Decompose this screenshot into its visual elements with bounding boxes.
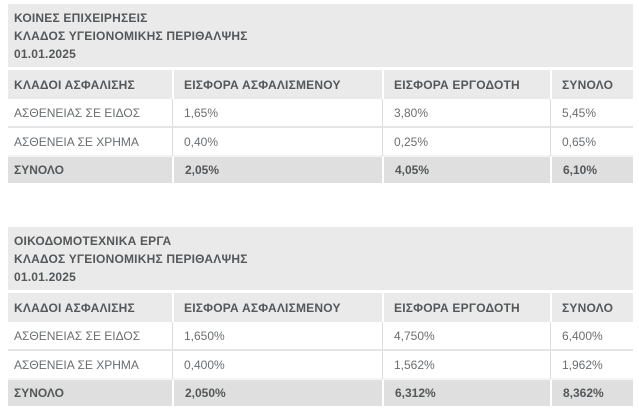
column-header: ΣΥΝΟΛΟ (550, 293, 633, 322)
total-row: ΣΥΝΟΛΟ 2,05% 4,05% 6,10% (8, 157, 633, 183)
header-row: ΚΛΑΔΟΙ ΑΣΦΑΛΙΣΗΣ ΕΙΣΦΟΡΑ ΑΣΦΑΛΙΣΜΕΝΟΥ ΕΙ… (8, 70, 633, 99)
table-row: ΑΣΘΕΝΕΙΑ ΣΕ ΧΡΗΜΑ 0,400% 1,562% 1,962% (8, 351, 633, 380)
total-value-cell: 2,050% (172, 380, 382, 406)
table-row: ΑΣΘΕΝΕΙΑ ΣΕ ΧΡΗΜΑ 0,40% 0,25% 0,65% (8, 128, 633, 157)
table-title-date: 01.01.2025 (14, 270, 77, 284)
table-title-date: 01.01.2025 (14, 47, 77, 61)
value-cell: 1,962% (550, 351, 633, 380)
table-title-line: ΚΛΑΔΟΣ ΥΓΕΙΟΝΟΜΙΚΗΣ ΠΕΡΙΘΑΛΨΗΣ (14, 252, 248, 266)
contribution-table-common-enterprises: ΚΟΙΝΕΣ ΕΠΙΧΕΙΡΗΣΕΙΣ ΚΛΑΔΟΣ ΥΓΕΙΟΝΟΜΙΚΗΣ … (8, 4, 633, 183)
value-cell: 0,25% (382, 128, 550, 157)
total-label-cell: ΣΥΝΟΛΟ (8, 157, 172, 183)
table-title-line: ΚΛΑΔΟΣ ΥΓΕΙΟΝΟΜΙΚΗΣ ΠΕΡΙΘΑΛΨΗΣ (14, 29, 248, 43)
column-header: ΕΙΣΦΟΡΑ ΑΣΦΑΛΙΣΜΕΝΟΥ (172, 293, 382, 322)
table-row: ΑΣΘΕΝΕΙΑΣ ΣΕ ΕΙΔΟΣ 1,65% 3,80% 5,45% (8, 99, 633, 128)
value-cell: 3,80% (382, 99, 550, 128)
column-header: ΕΙΣΦΟΡΑ ΕΡΓΟΔΟΤΗ (382, 70, 550, 99)
rates-table: ΚΛΑΔΟΙ ΑΣΦΑΛΙΣΗΣ ΕΙΣΦΟΡΑ ΑΣΦΑΛΙΣΜΕΝΟΥ ΕΙ… (8, 70, 633, 183)
table-title-block: ΟΙΚΟΔΟΜΟΤΕΧΝΙΚΑ ΕΡΓΑ ΚΛΑΔΟΣ ΥΓΕΙΟΝΟΜΙΚΗΣ… (8, 227, 633, 290)
total-row: ΣΥΝΟΛΟ 2,050% 6,312% 8,362% (8, 380, 633, 406)
contribution-table-construction-works: ΟΙΚΟΔΟΜΟΤΕΧΝΙΚΑ ΕΡΓΑ ΚΛΑΔΟΣ ΥΓΕΙΟΝΟΜΙΚΗΣ… (8, 227, 633, 406)
table-title-line: ΟΙΚΟΔΟΜΟΤΕΧΝΙΚΑ ΕΡΓΑ (14, 234, 172, 248)
rates-table: ΚΛΑΔΟΙ ΑΣΦΑΛΙΣΗΣ ΕΙΣΦΟΡΑ ΑΣΦΑΛΙΣΜΕΝΟΥ ΕΙ… (8, 293, 633, 406)
value-cell: 1,650% (172, 322, 382, 351)
row-label-cell: ΑΣΘΕΝΕΙΑ ΣΕ ΧΡΗΜΑ (8, 128, 172, 157)
value-cell: 5,45% (550, 99, 633, 128)
row-label-cell: ΑΣΘΕΝΕΙΑΣ ΣΕ ΕΙΔΟΣ (8, 322, 172, 351)
value-cell: 1,562% (382, 351, 550, 380)
table-row: ΑΣΘΕΝΕΙΑΣ ΣΕ ΕΙΔΟΣ 1,650% 4,750% 6,400% (8, 322, 633, 351)
value-cell: 4,750% (382, 322, 550, 351)
total-value-cell: 4,05% (382, 157, 550, 183)
total-value-cell: 8,362% (550, 380, 633, 406)
total-value-cell: 6,10% (550, 157, 633, 183)
table-title-block: ΚΟΙΝΕΣ ΕΠΙΧΕΙΡΗΣΕΙΣ ΚΛΑΔΟΣ ΥΓΕΙΟΝΟΜΙΚΗΣ … (8, 4, 633, 67)
total-value-cell: 6,312% (382, 380, 550, 406)
value-cell: 1,65% (172, 99, 382, 128)
column-header: ΚΛΑΔΟΙ ΑΣΦΑΛΙΣΗΣ (8, 70, 172, 99)
row-label-cell: ΑΣΘΕΝΕΙΑΣ ΣΕ ΕΙΔΟΣ (8, 99, 172, 128)
value-cell: 0,400% (172, 351, 382, 380)
total-label-cell: ΣΥΝΟΛΟ (8, 380, 172, 406)
column-header: ΣΥΝΟΛΟ (550, 70, 633, 99)
value-cell: 6,400% (550, 322, 633, 351)
value-cell: 0,65% (550, 128, 633, 157)
column-header: ΚΛΑΔΟΙ ΑΣΦΑΛΙΣΗΣ (8, 293, 172, 322)
column-header: ΕΙΣΦΟΡΑ ΑΣΦΑΛΙΣΜΕΝΟΥ (172, 70, 382, 99)
row-label-cell: ΑΣΘΕΝΕΙΑ ΣΕ ΧΡΗΜΑ (8, 351, 172, 380)
header-row: ΚΛΑΔΟΙ ΑΣΦΑΛΙΣΗΣ ΕΙΣΦΟΡΑ ΑΣΦΑΛΙΣΜΕΝΟΥ ΕΙ… (8, 293, 633, 322)
total-value-cell: 2,05% (172, 157, 382, 183)
column-header: ΕΙΣΦΟΡΑ ΕΡΓΟΔΟΤΗ (382, 293, 550, 322)
table-title-line: ΚΟΙΝΕΣ ΕΠΙΧΕΙΡΗΣΕΙΣ (14, 11, 148, 25)
value-cell: 0,40% (172, 128, 382, 157)
